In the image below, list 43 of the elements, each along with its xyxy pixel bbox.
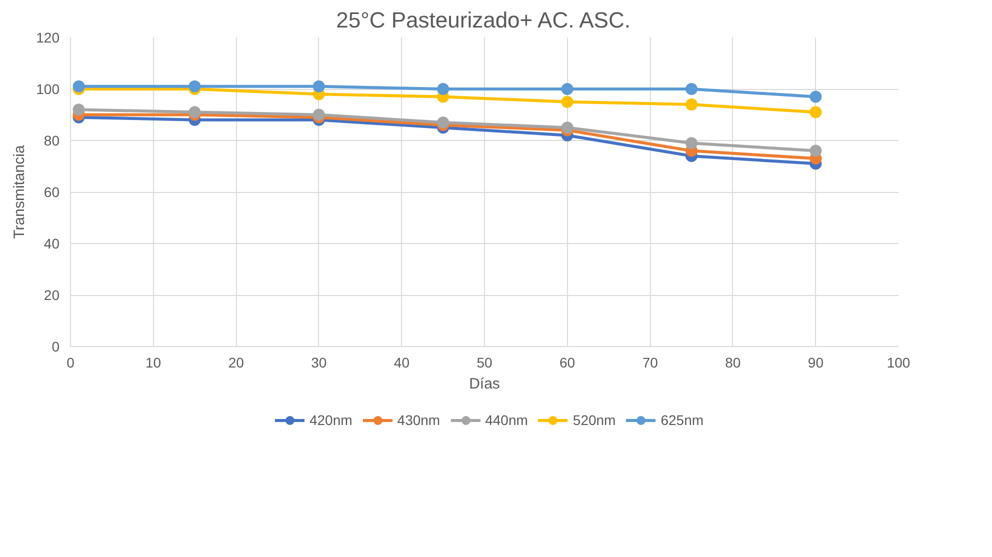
x-tick-label: 20: [228, 354, 244, 370]
point: [72, 104, 85, 116]
y-tick-label: 80: [44, 132, 60, 148]
x-tick-label: 70: [642, 354, 658, 370]
point: [810, 90, 822, 103]
x-tick-label: 50: [476, 354, 492, 370]
legend-label: 625nm: [660, 412, 704, 428]
y-tick-label: 40: [44, 236, 60, 252]
legend-label: 440nm: [485, 412, 528, 428]
x-tick-label: 60: [560, 354, 576, 370]
point: [810, 144, 822, 157]
point: [561, 96, 574, 108]
legend-label: 430nm: [397, 412, 440, 428]
x-axis-title: Días: [469, 376, 500, 392]
y-tick-label: 120: [36, 30, 60, 46]
point: [72, 80, 85, 92]
point: [561, 122, 574, 134]
legend-label: 420nm: [309, 412, 352, 428]
x-tick-label: 10: [146, 354, 162, 370]
x-tick-label: 100: [886, 354, 910, 370]
legend-label: 520nm: [572, 412, 616, 428]
point: [686, 137, 698, 150]
point: [188, 106, 201, 118]
y-tick-label: 0: [52, 338, 60, 354]
y-tick-label: 100: [36, 81, 60, 97]
point: [686, 98, 698, 110]
y-axis-title: Transmitancia: [11, 144, 28, 239]
y-tick-label: 20: [44, 287, 60, 303]
x-tick-label: 40: [394, 354, 410, 370]
point: [312, 80, 325, 92]
point: [188, 80, 201, 92]
point: [810, 106, 822, 118]
x-tick-label: 90: [808, 354, 824, 370]
x-tick-label: 0: [66, 354, 75, 370]
x-tick-label: 80: [725, 354, 741, 370]
y-tick-label: 60: [44, 184, 60, 200]
point: [312, 108, 325, 121]
x-tick-label: 30: [311, 354, 327, 370]
point: [686, 83, 698, 95]
point: [437, 116, 450, 128]
chart-title: 25°C Pasteurizado+ AC. ASC.: [336, 8, 630, 32]
point: [437, 83, 450, 95]
point: [561, 83, 574, 95]
